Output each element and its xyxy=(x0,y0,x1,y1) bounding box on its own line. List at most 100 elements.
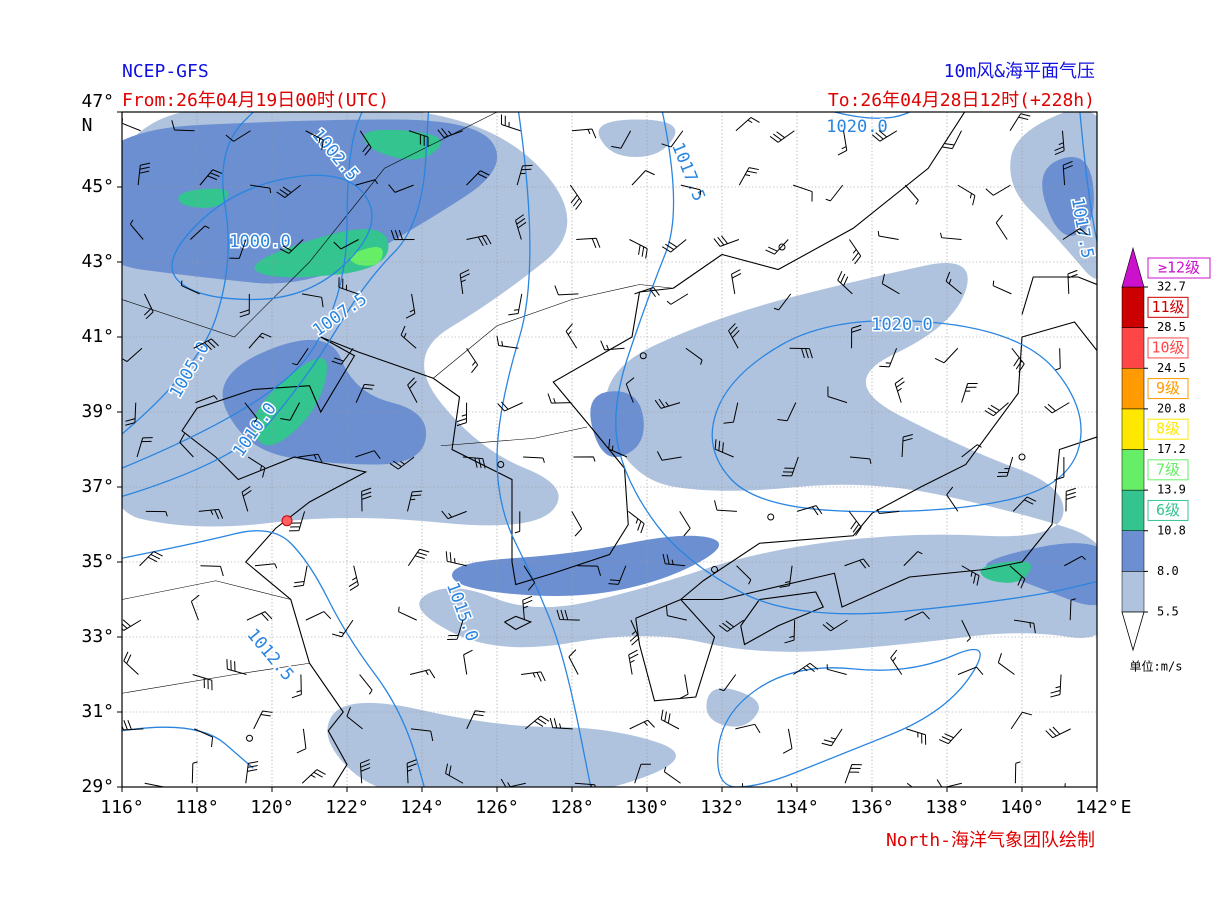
wind-barb xyxy=(939,728,963,745)
lon-tick-label: 118° xyxy=(175,797,218,818)
wind-barb xyxy=(248,332,272,349)
wind-barb xyxy=(731,269,742,294)
wind-barb xyxy=(793,184,813,202)
wind-barb xyxy=(660,709,680,730)
wind-barb xyxy=(496,335,519,349)
wind-barb xyxy=(305,611,332,621)
colorbar-segment xyxy=(1121,286,1145,328)
wind-barb xyxy=(301,293,324,308)
wind-barb xyxy=(945,271,962,295)
wind-barb xyxy=(574,782,596,787)
wind-barb xyxy=(985,184,1011,196)
wind-barb xyxy=(821,728,843,747)
colorbar-segment xyxy=(1121,408,1145,450)
wind-barb xyxy=(906,728,927,745)
station-calm xyxy=(778,243,786,251)
wind-barb xyxy=(122,619,142,631)
wind-barb xyxy=(346,706,363,730)
map-area: 1000.01002.51005.01007.51010.01012.51015… xyxy=(122,112,1097,787)
wind-barb xyxy=(254,563,278,569)
wind-barb xyxy=(407,548,430,567)
wind-barb xyxy=(576,237,601,248)
border xyxy=(440,426,588,447)
wind-barb xyxy=(608,565,627,585)
wind-barb xyxy=(678,674,689,700)
wind-barb xyxy=(554,285,579,296)
lat-tick-label: 31° xyxy=(81,701,114,722)
wind-barb xyxy=(663,766,681,784)
wind-barb xyxy=(229,239,247,259)
wind-barb xyxy=(276,184,301,198)
wind-shading xyxy=(1042,157,1094,236)
wind-barb xyxy=(631,170,655,186)
wind-barb xyxy=(462,456,486,469)
wind-barb xyxy=(600,340,625,351)
legend-unit: 单位:m/s xyxy=(1130,659,1183,674)
isobar xyxy=(496,112,592,787)
wind-barb xyxy=(192,674,213,691)
colorbar-bottom xyxy=(1121,611,1145,652)
wind-barb xyxy=(1065,487,1076,512)
wind-barb xyxy=(137,162,151,186)
station-calm xyxy=(246,734,253,742)
wind-barb xyxy=(656,451,682,461)
station-calm xyxy=(497,461,505,468)
wind-barb xyxy=(279,239,304,254)
wind-barb xyxy=(463,649,473,675)
wind-barb xyxy=(665,605,687,621)
wind-shading xyxy=(590,391,644,458)
wind-barb xyxy=(410,728,434,742)
colorbar-segment xyxy=(1121,489,1145,531)
class-box xyxy=(1147,499,1189,521)
wind-barb xyxy=(851,324,862,349)
wind-barb xyxy=(296,728,307,754)
wind-barb xyxy=(1054,130,1065,156)
lon-tick-label: 140° xyxy=(1000,797,1043,818)
wind-barb xyxy=(577,565,602,576)
wind-barb xyxy=(728,323,740,349)
isobar xyxy=(122,530,425,787)
wind-barb xyxy=(144,782,165,787)
station-calm xyxy=(639,352,647,360)
lon-tick-label: 136° xyxy=(850,797,893,818)
wind-barb xyxy=(773,293,792,311)
colorbar-label: 24.5 xyxy=(1157,361,1186,375)
colorbar-segment xyxy=(1121,571,1145,613)
colorbar-segment xyxy=(1121,368,1145,410)
border xyxy=(122,662,310,694)
wind-barb xyxy=(190,225,210,240)
wind-barb xyxy=(573,456,596,462)
class-box xyxy=(1147,257,1211,279)
wind-barb xyxy=(906,782,913,787)
colorbar-label: 28.5 xyxy=(1157,320,1186,334)
wind-barb xyxy=(714,500,737,512)
wind-barb xyxy=(827,386,848,404)
wind-barb xyxy=(871,130,898,142)
wind-barb xyxy=(355,179,379,186)
wind-barb xyxy=(1014,761,1021,784)
wind-barb xyxy=(876,508,900,515)
wind-barb xyxy=(781,456,799,477)
lon-tick-label: 138° xyxy=(925,797,968,818)
wind-barb xyxy=(1050,674,1062,698)
isobar xyxy=(171,174,373,301)
wind-barb xyxy=(877,231,899,240)
wind-barb xyxy=(1009,565,1026,589)
wind-barb xyxy=(735,723,761,734)
wind-shading xyxy=(598,119,676,157)
wind-barb xyxy=(825,184,844,202)
wind-barb xyxy=(441,510,467,520)
station-calm xyxy=(1018,453,1026,461)
wind-barb xyxy=(571,511,583,537)
wind-barb xyxy=(139,551,163,567)
lat-tick-label: 43° xyxy=(81,251,114,272)
wind-barb xyxy=(466,170,490,186)
wind-barb xyxy=(629,619,640,646)
wind-barb xyxy=(246,611,273,621)
wind-barb xyxy=(406,490,423,512)
wind-barb xyxy=(903,551,923,567)
wind-barb xyxy=(355,383,375,403)
wind-barb xyxy=(654,398,681,409)
colorbar-segment xyxy=(1121,327,1145,369)
